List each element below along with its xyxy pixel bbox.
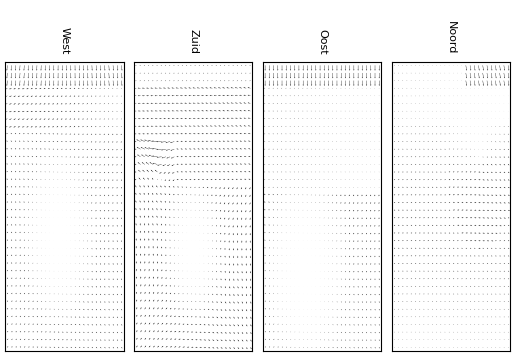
Text: Noord: Noord [446,21,456,54]
Text: West: West [59,27,69,54]
Text: Oost: Oost [317,29,327,54]
Text: Zuid: Zuid [188,29,198,54]
